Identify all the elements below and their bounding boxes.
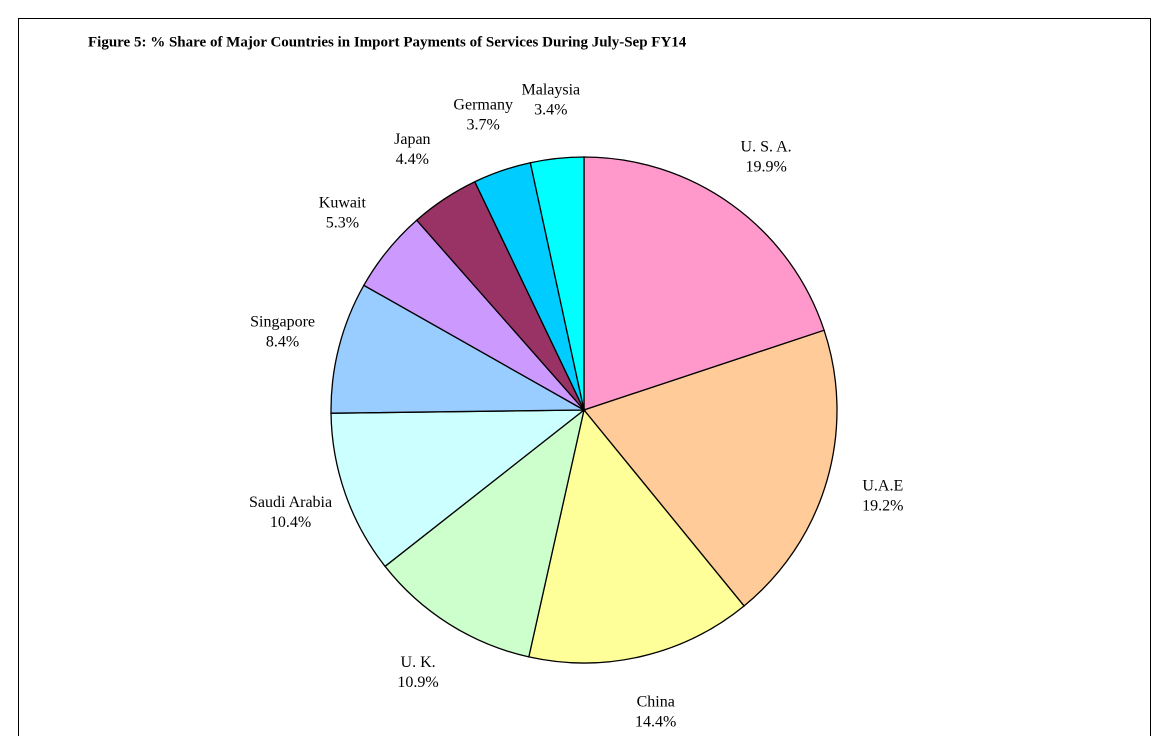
slice-value-label: 10.9% <box>397 674 438 691</box>
slice-label: Malaysia <box>521 81 580 98</box>
slice-value-label: 3.7% <box>467 116 500 133</box>
pie-slice <box>528 408 745 664</box>
chart-title: Figure 5: % Share of Major Countries in … <box>88 34 687 50</box>
slice-value-label: 5.3% <box>326 215 359 232</box>
slice-value-label: 19.2% <box>862 497 903 514</box>
pie-slice <box>582 329 838 607</box>
slice-label: U.A.E <box>862 477 903 494</box>
pie-slice <box>330 284 587 414</box>
slice-value-label: 3.4% <box>534 101 567 118</box>
pie-slice <box>583 156 825 411</box>
slice-label: Japan <box>394 131 430 148</box>
slice-label: Singapore <box>250 313 315 330</box>
slice-label: Saudi Arabia <box>249 494 332 511</box>
slice-label: Kuwait <box>319 195 367 212</box>
slice-value-label: 4.4% <box>396 151 429 168</box>
slice-label: U. K. <box>401 654 436 671</box>
slice-label: U. S. A. <box>741 138 792 155</box>
slice-value-label: 8.4% <box>266 333 299 350</box>
pie-slice <box>529 156 585 411</box>
pie-slice <box>330 409 586 568</box>
slice-value-label: 14.4% <box>635 713 676 730</box>
pie-slice <box>384 408 586 658</box>
slice-value-label: 19.9% <box>745 158 786 175</box>
slice-value-label: 10.4% <box>270 514 311 531</box>
slice-label: China <box>637 693 675 710</box>
slice-label: Germany <box>453 96 513 113</box>
